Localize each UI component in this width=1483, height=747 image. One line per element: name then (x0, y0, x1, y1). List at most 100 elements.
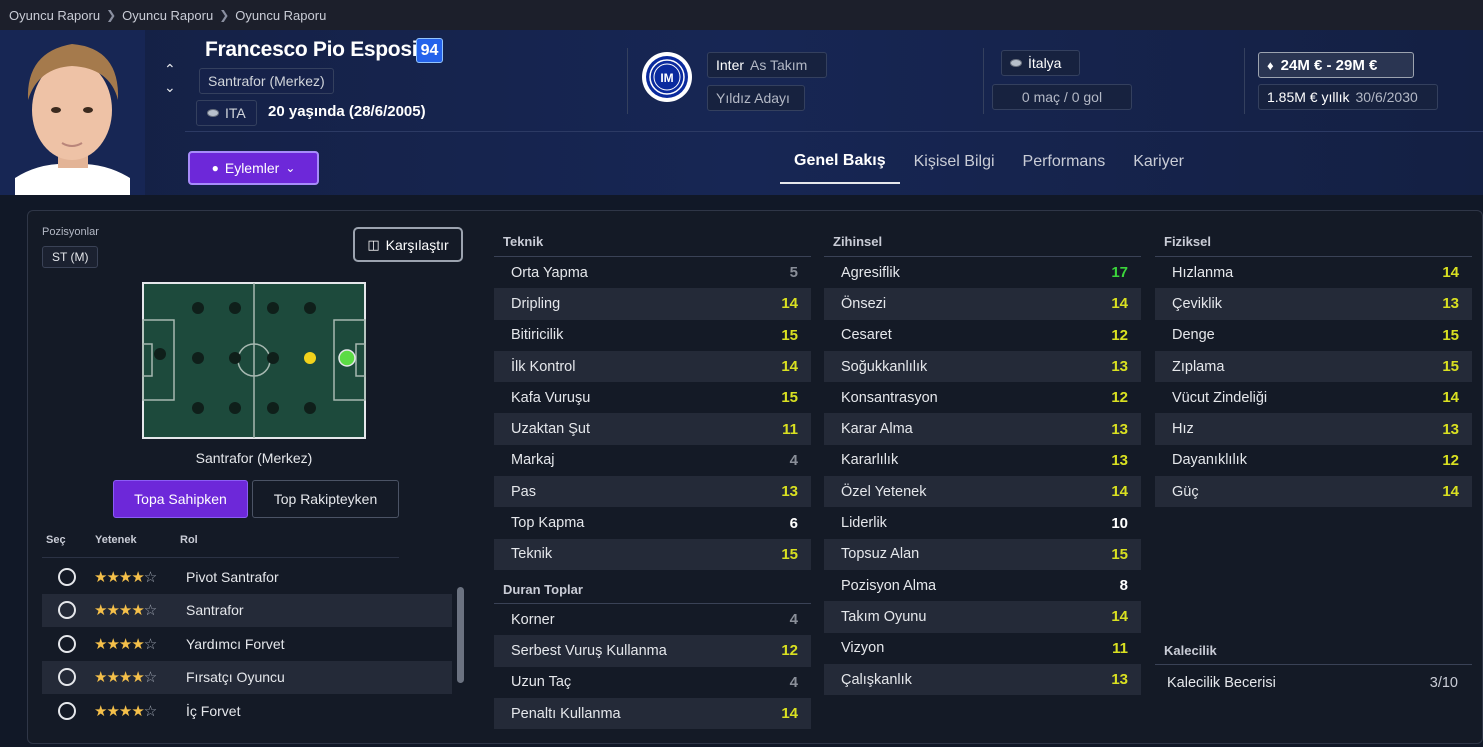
breadcrumb-item-2[interactable]: Oyuncu Raporu (122, 7, 214, 23)
chevron-down-icon[interactable]: ⌄ (164, 79, 176, 95)
role-row[interactable]: ★★★★☆ Fırsatçı Oyuncu (42, 660, 452, 694)
technical-list: Orta Yapma 5 Dripling 14 Bitiricilik 15 İlk Ko… (494, 257, 811, 570)
club-chip[interactable]: Inter As Takım (707, 52, 827, 78)
player-header: ⌃ ⌄ Francesco Pio Esposito 94 Santrafor … (0, 30, 1483, 195)
actions-button[interactable]: ● Eylemler ⌄ (188, 151, 319, 185)
caps-text: 0 maç / 0 gol (1021, 89, 1103, 105)
attribute-name: Korner (511, 611, 555, 628)
chevron-right-icon: ❯ (106, 8, 117, 22)
breadcrumb: Oyuncu Raporu ❯ Oyuncu Raporu ❯ Oyuncu R… (0, 0, 1483, 30)
role-row[interactable]: ★★★★☆ Santrafor (42, 593, 452, 627)
player-nav-arrows: ⌃ ⌄ (164, 62, 176, 94)
attribute-name: Karar Alma (841, 421, 913, 438)
club-logo[interactable]: IM (642, 52, 692, 102)
attribute-value: 11 (1112, 639, 1128, 657)
tab-career[interactable]: Kariyer (1133, 153, 1184, 170)
divider (42, 557, 399, 558)
scrollbar[interactable] (457, 587, 464, 683)
star-rating-icon: ★★★★☆ (94, 635, 157, 653)
attribute-row: Soğukkanlılık 13 (824, 350, 1141, 383)
attribute-name: Güç (1172, 483, 1199, 500)
attribute-name: Vücut Zindeliği (1172, 389, 1268, 406)
attribute-value: 5 (789, 264, 798, 282)
role-radio[interactable] (58, 601, 76, 620)
attribute-value: 13 (1442, 420, 1459, 438)
compare-label: Karşılaştır (385, 236, 449, 253)
role-column-header: Rol (180, 534, 198, 546)
attribute-name: Teknik (511, 546, 553, 563)
out-of-possession-toggle[interactable]: Top Rakipteyken (252, 480, 399, 518)
divider (627, 48, 628, 114)
attribute-name: Çeviklik (1172, 295, 1222, 312)
goalkeeping-label: Kalecilik Becerisi (1167, 675, 1276, 691)
attribute-name: Zıplama (1172, 358, 1225, 375)
nation-code: ITA (225, 105, 246, 121)
attribute-value: 15 (781, 326, 798, 344)
physical-list: Hızlanma 14 Çeviklik 13 Denge 15 Zıplama 15 Vücu… (1155, 257, 1472, 508)
chevron-up-icon[interactable]: ⌃ (164, 61, 176, 77)
positions-panel: Pozisyonlar ST (M) ◫ Karşılaştır (28, 211, 479, 745)
attribute-name: Takım Oyunu (841, 608, 927, 625)
attribute-row: Cesaret 12 (824, 320, 1141, 351)
attribute-row: Top Kapma 6 (494, 507, 811, 538)
attribute-row: Vizyon 11 (824, 633, 1141, 664)
attribute-name: Orta Yapma (511, 264, 588, 281)
star-rating-icon: ★★★★☆ (94, 568, 157, 586)
attribute-row: Önsezi 14 (824, 288, 1141, 320)
tab-overview[interactable]: Genel Bakış (780, 140, 900, 184)
attribute-name: Uzaktan Şut (511, 421, 590, 438)
attribute-row: Topsuz Alan 15 (824, 538, 1141, 570)
tab-performance[interactable]: Performans (1022, 153, 1106, 170)
attribute-row: Teknik 15 (494, 538, 811, 570)
position-code-chip: ST (M) (42, 246, 99, 268)
attribute-value: 10 (1111, 514, 1128, 532)
attribute-row: Pas 13 (494, 476, 811, 508)
role-name: Fırsatçı Oyuncu (186, 669, 285, 686)
attribute-row: Hızlanma 14 (1155, 257, 1472, 288)
tab-personal-info[interactable]: Kişisel Bilgi (913, 153, 995, 170)
attribute-row: Kararlılık 13 (824, 445, 1141, 476)
attribute-value: 17 (1111, 264, 1128, 282)
set-pieces-title: Duran Toplar (494, 570, 811, 604)
role-row[interactable]: ★★★★☆ İç Forvet (42, 694, 452, 728)
attribute-row: Uzun Taç 4 (494, 667, 811, 698)
compare-button[interactable]: ◫ Karşılaştır (353, 227, 463, 262)
role-radio[interactable] (58, 701, 76, 720)
in-possession-toggle[interactable]: Topa Sahipken (113, 480, 248, 518)
pitch-position-label: Santrafor (Merkez) (195, 450, 313, 466)
attribute-value: 14 (781, 358, 798, 376)
attribute-value: 12 (1442, 451, 1459, 469)
role-row[interactable]: ★★★★☆ Yardımcı Forvet (42, 627, 452, 661)
attribute-row: İlk Kontrol 14 (494, 350, 811, 383)
attribute-name: Kafa Vuruşu (511, 389, 591, 406)
attribute-value: 13 (781, 483, 798, 501)
role-radio[interactable] (58, 668, 76, 687)
attribute-value: 14 (1442, 264, 1459, 282)
role-row[interactable]: ★★★★☆ Pivot Santrafor (42, 560, 452, 594)
attribute-row: Dayanıklılık 12 (1155, 445, 1472, 476)
actions-label: Eylemler (224, 160, 280, 176)
contract-chip: 1.85M € yıllık 30/6/2030 (1258, 84, 1438, 110)
breadcrumb-item-1[interactable]: Oyuncu Raporu (9, 7, 101, 23)
attribute-value: 14 (1111, 608, 1128, 626)
mental-column: Zihinsel Agresiflik 17 Önsezi 14 Cesaret 12 So… (824, 227, 1141, 696)
attribute-name: Vizyon (841, 640, 885, 657)
attribute-row: Dripling 14 (494, 288, 811, 320)
attribute-row: Çeviklik 13 (1155, 288, 1472, 320)
role-name: Pivot Santrafor (186, 568, 279, 585)
nation-name: İtalya (1028, 55, 1062, 71)
nation-chip[interactable]: İtalya (1001, 50, 1080, 76)
attribute-value: 13 (1111, 420, 1128, 438)
attribute-value: 11 (782, 420, 798, 438)
value-chip: ♦ 24M € - 29M € (1258, 52, 1414, 78)
attribute-value: 13 (1442, 295, 1459, 313)
player-name: Francesco Pio Esposito (205, 38, 437, 61)
attribute-value: 14 (781, 295, 798, 313)
attribute-row: Denge 15 (1155, 320, 1472, 351)
star-rating-icon: ★★★★☆ (94, 602, 157, 620)
role-radio[interactable] (58, 567, 76, 586)
attribute-name: Bitiricilik (511, 327, 564, 344)
attribute-value: 8 (1119, 577, 1128, 595)
potential-chip: Yıldız Adayı (707, 85, 805, 111)
role-radio[interactable] (58, 634, 76, 653)
